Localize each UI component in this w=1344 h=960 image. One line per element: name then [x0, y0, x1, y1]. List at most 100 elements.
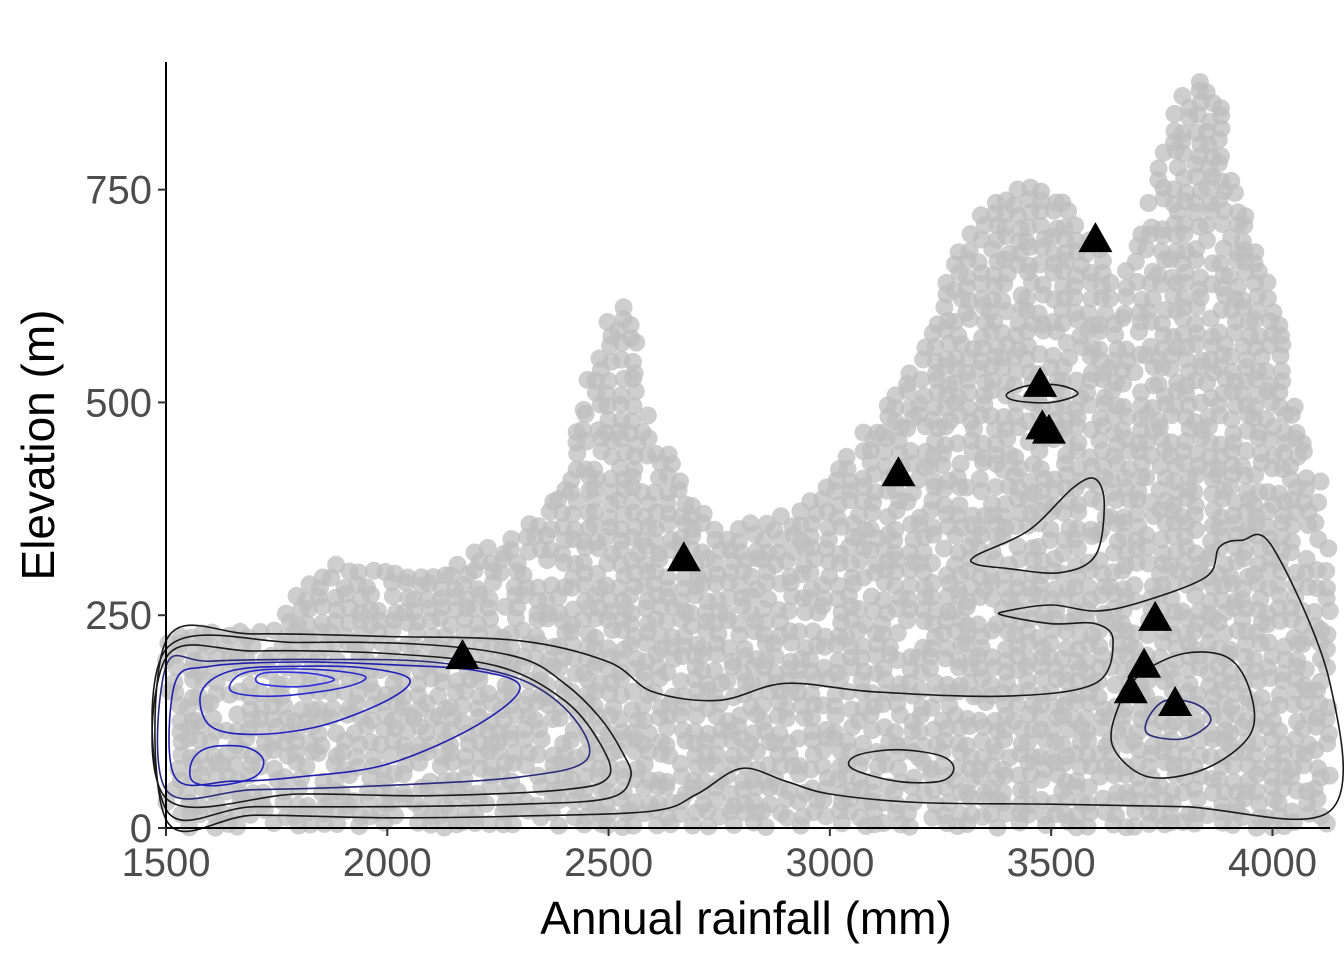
density-contour	[151, 634, 632, 822]
cloud-point	[923, 574, 942, 592]
cloud-point	[484, 573, 503, 592]
cloud-point	[911, 706, 930, 725]
cloud-point	[647, 645, 666, 664]
cloud-point	[851, 551, 870, 570]
cloud-point	[933, 742, 952, 761]
site-marker	[1023, 366, 1058, 397]
cloud-point	[1236, 635, 1255, 654]
cloud-point	[987, 743, 1006, 761]
cloud-point	[1069, 539, 1087, 558]
cloud-point	[1209, 154, 1228, 173]
cloud-point	[699, 817, 718, 836]
cloud-point	[383, 621, 402, 640]
cloud-point	[926, 337, 945, 356]
cloud-point	[1317, 814, 1336, 833]
cloud-point	[1270, 696, 1289, 715]
cloud-point	[621, 635, 640, 654]
cloud-point	[957, 634, 976, 653]
cloud-point	[912, 681, 930, 700]
cloud-point	[1090, 525, 1108, 544]
cloud-point	[381, 745, 400, 764]
cloud-point	[576, 538, 595, 557]
cloud-point	[251, 684, 270, 703]
cloud-point	[1319, 539, 1338, 558]
cloud-point	[418, 694, 436, 713]
cloud-point	[1019, 633, 1038, 652]
cloud-point	[251, 623, 270, 641]
cloud-point	[503, 815, 522, 834]
cloud-point	[888, 624, 907, 643]
cloud-point	[1165, 105, 1184, 123]
cloud-point	[843, 718, 862, 737]
cloud-point	[1252, 347, 1271, 366]
cloud-point	[841, 789, 860, 808]
cloud-point	[336, 585, 355, 604]
cloud-point	[1197, 216, 1216, 235]
cloud-point	[1068, 417, 1086, 436]
cloud-point	[1296, 480, 1315, 499]
cloud-point	[831, 669, 850, 688]
cloud-point	[1009, 418, 1028, 437]
cloud-point	[777, 808, 796, 827]
cloud-point	[1079, 778, 1098, 797]
cloud-point	[1246, 694, 1265, 713]
cloud-point	[532, 730, 551, 749]
cloud-point	[1223, 815, 1242, 834]
cloud-point	[1069, 502, 1088, 521]
cloud-point	[935, 298, 954, 317]
cloud-point	[1311, 472, 1330, 491]
density-contour	[188, 744, 265, 787]
cloud-point	[586, 502, 604, 521]
cloud-point	[874, 695, 892, 713]
cloud-point	[1191, 393, 1210, 412]
cloud-point	[1057, 789, 1076, 808]
cloud-point	[960, 383, 979, 402]
cloud-point	[1258, 289, 1277, 308]
cloud-point	[635, 779, 654, 798]
cloud-point	[658, 719, 676, 737]
cloud-point	[1246, 370, 1265, 389]
cloud-point	[577, 432, 596, 451]
y-axis-title: Elevation (m)	[12, 310, 64, 581]
cloud-point	[1107, 491, 1126, 509]
cloud-point	[948, 434, 967, 453]
cloud-point	[1129, 322, 1148, 341]
cloud-point	[1101, 732, 1119, 751]
cloud-point	[1153, 226, 1172, 245]
cloud-point	[1138, 538, 1156, 557]
cloud-point	[1113, 561, 1132, 580]
cloud-point	[971, 767, 990, 786]
cloud-point	[806, 549, 824, 568]
cloud-point	[1269, 794, 1288, 812]
x-tick-label: 3000	[785, 841, 874, 885]
cloud-point	[470, 671, 489, 689]
cloud-point	[1034, 321, 1053, 340]
cloud-point	[1190, 731, 1209, 750]
cloud-point	[1249, 794, 1268, 813]
cloud-point	[719, 588, 738, 607]
cloud-point	[1317, 562, 1336, 581]
cloud-point	[1065, 578, 1084, 597]
cloud-point	[442, 566, 461, 585]
cloud-point	[1281, 457, 1300, 476]
cloud-point	[1054, 503, 1073, 522]
cloud-point	[1080, 395, 1099, 414]
cloud-point	[1059, 202, 1078, 220]
cloud-point	[362, 585, 380, 604]
cloud-point	[1090, 322, 1109, 341]
cloud-point	[951, 454, 970, 473]
cloud-point	[1164, 669, 1182, 688]
cloud-point	[865, 465, 883, 484]
cloud-point	[933, 456, 952, 475]
cloud-point	[982, 381, 1001, 400]
density-contour	[847, 748, 955, 784]
cloud-point	[1306, 741, 1325, 759]
cloud-point	[671, 706, 690, 724]
cloud-point	[936, 417, 955, 436]
cloud-point	[1079, 731, 1098, 750]
cloud-point	[887, 501, 906, 520]
cloud-point	[1113, 309, 1132, 327]
cloud-point	[576, 405, 595, 423]
cloud-point	[1283, 516, 1302, 535]
cloud-point	[1293, 634, 1312, 653]
